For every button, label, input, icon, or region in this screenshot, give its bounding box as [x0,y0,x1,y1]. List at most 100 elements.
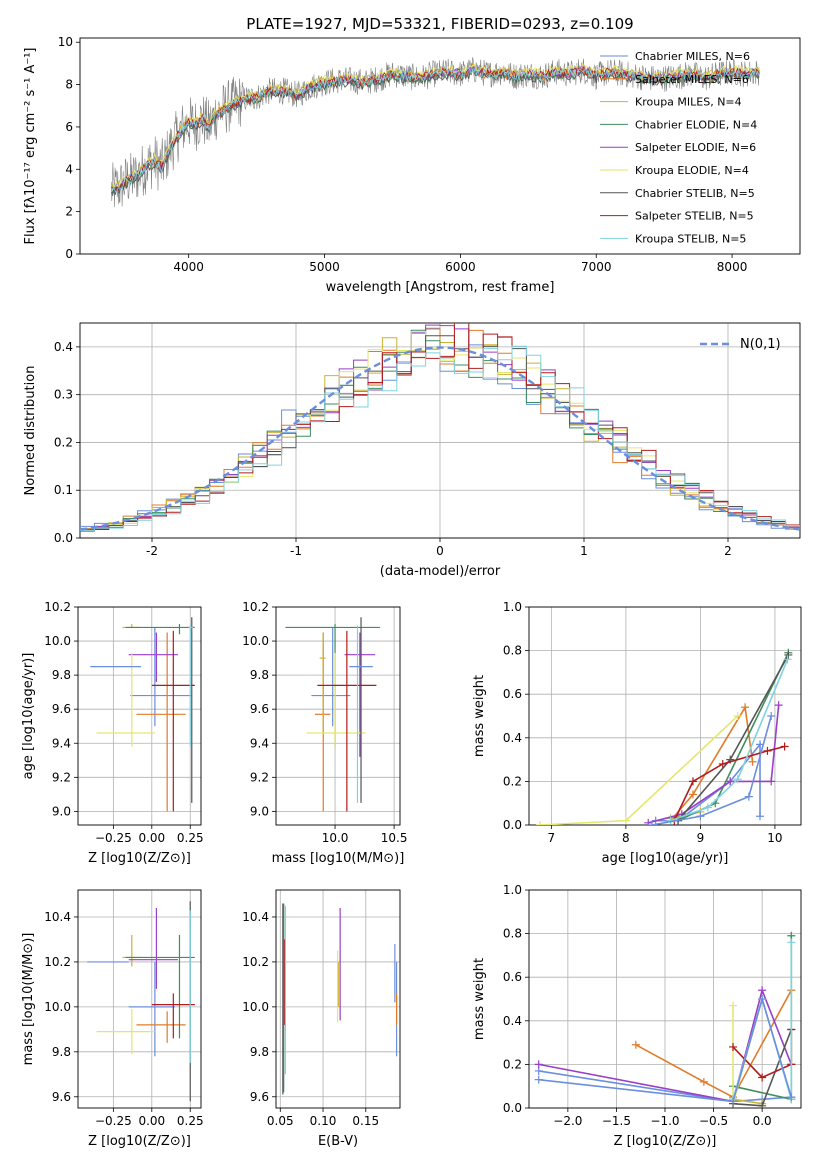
y-tick-label: 10.0 [242,634,269,648]
x-tick-label: 10.5 [381,831,408,845]
legend-label: Kroupa MILES, N=4 [635,96,742,109]
weight-marker [787,1093,796,1102]
y-tick-label: 10.0 [242,1000,269,1014]
normal-reference-curve [80,346,800,531]
y-tick-label: 9.0 [250,804,269,818]
x-tick-label: 5000 [309,260,340,274]
plot-area [80,323,800,532]
x-tick-label: 8000 [717,260,748,274]
weight-marker [741,703,750,712]
y-axis-label: mass weight [472,958,487,1040]
y-tick-label: 0.6 [503,970,522,984]
chart-age_vs_Z: −0.25 0.00 0.25 9.0 9.2 9.4 9.6 9.8 10.0 10.2 Z [l… [21,600,204,866]
weight-marker [729,1042,737,1051]
weight-line [732,1098,763,1105]
weight-marker [758,1101,767,1108]
y-tick-label: 0.3 [54,388,73,402]
y-tick-label: 9.2 [52,770,71,784]
weight-marker [703,803,712,812]
weight-marker [621,816,630,825]
x-tick-label: −1.5 [602,1114,631,1128]
y-tick-label: 2 [65,205,73,219]
weight-marker [688,790,697,799]
weight-marker [744,792,753,801]
legend-label: Chabrier MILES, N=6 [635,50,750,63]
y-tick-label: 0 [65,247,73,261]
y-tick-label: 0.2 [503,774,522,788]
legend: N(0,1) [700,337,781,352]
x-tick-label: 0.10 [310,1114,337,1128]
axes-frame [275,606,401,826]
weight-line [538,987,793,1103]
y-axis-label: Normed distribution [23,366,38,496]
x-tick-label: 0.00 [138,831,165,845]
y-tick-label: 4 [65,162,73,176]
y-tick-label: 0.4 [503,731,522,745]
axes-frame [275,889,401,1109]
x-axis-label: Z [log10(Z/Z⊙)] [88,851,191,866]
x-tick-label: 7 [548,831,556,845]
histogram-series [80,324,800,531]
y-tick-label: 9.8 [250,668,269,682]
x-tick-label: 9 [697,831,705,845]
x-tick-label: 0.25 [177,831,204,845]
x-axis-label: (data-model)/error [380,564,501,579]
weight-marker [733,775,742,784]
y-tick-label: 1.0 [503,883,522,897]
x-axis-label: E(B-V) [318,1134,358,1149]
y-tick-label: 6 [65,120,73,134]
plot-area [90,617,195,812]
y-tick-label: 10.2 [242,600,269,614]
x-axis-label: Z [log10(Z/Z⊙)] [88,1134,191,1149]
plot-area [536,648,793,825]
y-tick-label: 0.4 [54,340,73,354]
x-tick-label: 0.15 [352,1114,379,1128]
x-tick-label: −0.25 [95,831,132,845]
y-tick-label: 9.0 [52,804,71,818]
weight-line [648,705,780,824]
weight-line [677,652,790,822]
model-spectrum-line [110,66,760,193]
x-tick-label: 0.00 [138,1114,165,1128]
x-tick-label: 6000 [445,260,476,274]
weight-marker [536,821,545,825]
y-tick-label: 1.0 [503,600,522,614]
weight-line [538,1070,792,1103]
x-tick-label: 0.25 [177,1114,204,1128]
legend-label: Salpeter STELIB, N=5 [635,210,754,223]
x-tick-label: 2 [724,544,732,558]
x-tick-label: -1 [290,544,302,558]
weight-marker [767,712,776,720]
weight-marker [644,818,653,825]
y-axis-label: mass [log10(M/M⊙)] [21,933,36,1066]
y-tick-label: 9.2 [250,770,269,784]
chart-mass_vs_EBV: 0.05 0.10 0.15 9.6 9.8 10.0 10.2 10.4 E(B-V) [242,889,401,1149]
x-tick-label: 0 [436,544,444,558]
x-tick-label: 10 [767,831,782,845]
y-tick-label: 0.2 [54,435,73,449]
weight-marker [688,777,697,786]
x-tick-label: −0.25 [95,1114,132,1128]
y-tick-label: 9.8 [52,668,71,682]
y-tick-label: 0.1 [54,483,73,497]
legend-label: Chabrier STELIB, N=5 [635,187,755,200]
y-tick-label: 9.6 [250,702,269,716]
y-axis-label: Flux [fλ10⁻¹⁷ erg cm⁻² s⁻¹ A⁻¹] [23,48,38,245]
weight-marker [729,1097,737,1106]
x-tick-label: 10.0 [322,831,349,845]
weight-marker [631,1040,640,1049]
x-tick-label: 7000 [581,260,612,274]
weight-marker [534,1075,543,1084]
weight-line [670,659,789,822]
weight-marker [696,812,705,821]
x-tick-label: −2.0 [553,1114,582,1128]
y-tick-label: 8 [65,78,73,92]
x-axis-label: age [log10(age/yr)] [602,851,729,866]
plot-area [534,931,796,1108]
legend-label: Chabrier ELODIE, N=4 [635,118,757,131]
weight-marker [699,1077,708,1086]
y-tick-label: 9.4 [52,736,71,750]
y-axis-label: mass weight [472,675,487,757]
